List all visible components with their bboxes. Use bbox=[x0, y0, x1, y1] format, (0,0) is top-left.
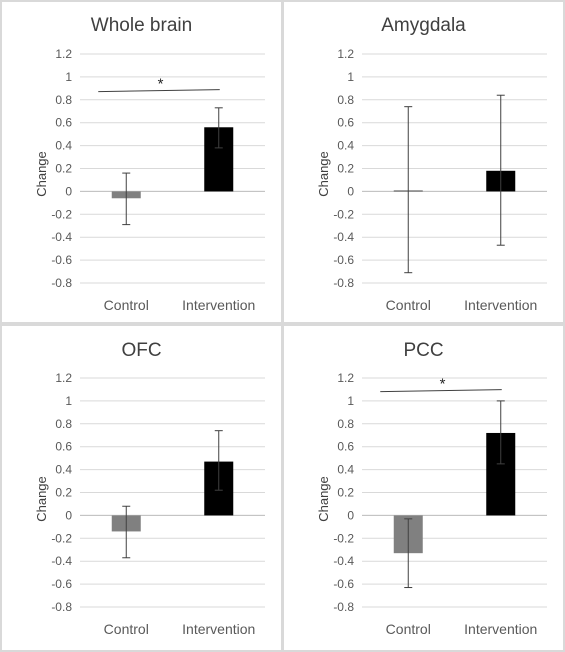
chart-pcc: -0.8 -0.6 -0.4 -0.2 0 0.2 0.4 0.6 0.8 1 1.2 Control… bbox=[333, 371, 547, 637]
y-tick-label: -0.8 bbox=[333, 276, 354, 290]
y-tick-label: -0.4 bbox=[333, 230, 354, 244]
y-tick-label: -0.4 bbox=[51, 230, 72, 244]
y-tick-label: -0.6 bbox=[333, 577, 354, 591]
y-tick-label: -0.8 bbox=[333, 600, 354, 614]
x-category-label: Intervention bbox=[464, 297, 537, 313]
x-category-label: Control bbox=[386, 621, 431, 637]
panel-title: Amygdala bbox=[381, 15, 466, 36]
y-tick-label: 0.8 bbox=[337, 93, 354, 107]
panel-amygdala: Amygdala Change -0.8 -0.6 -0.4 -0.2 0 0.2 0.4 0… bbox=[284, 2, 563, 322]
y-tick-label: -0.8 bbox=[51, 276, 72, 290]
panel-title: Whole brain bbox=[90, 15, 193, 36]
panel-title: OFC bbox=[121, 340, 162, 361]
panel-title: PCC bbox=[403, 340, 444, 361]
y-tick-label: 0.6 bbox=[337, 116, 354, 130]
y-tick-label: 1.2 bbox=[55, 371, 72, 385]
y-tick-label: -0.4 bbox=[333, 554, 354, 568]
y-tick-label: 0.4 bbox=[55, 463, 72, 477]
y-tick-label: 0 bbox=[65, 508, 72, 522]
y-tick-label: 0 bbox=[347, 184, 354, 198]
y-tick-label: 1 bbox=[347, 70, 354, 84]
y-tick-label: 0.8 bbox=[337, 417, 354, 431]
panel-whole-brain: Whole brain Change -0.8 -0.6 -0.4 -0.2 0 0.2 0… bbox=[2, 2, 281, 322]
y-tick-label: 0.8 bbox=[55, 93, 72, 107]
y-tick-label: 0.6 bbox=[55, 116, 72, 130]
y-tick-label: -0.2 bbox=[51, 207, 72, 221]
chart-whole-brain: -0.8 -0.6 -0.4 -0.2 0 0.2 0.4 0.6 0.8 1 1.2 Control… bbox=[51, 47, 265, 313]
y-tick-label: 0.6 bbox=[55, 440, 72, 454]
y-tick-label: 1.2 bbox=[337, 47, 354, 61]
y-tick-label: 0.8 bbox=[55, 417, 72, 431]
y-tick-label: 1 bbox=[65, 70, 72, 84]
x-category-label: Intervention bbox=[464, 621, 537, 637]
significance-asterisk: * bbox=[440, 376, 446, 393]
y-tick-label: -0.4 bbox=[51, 554, 72, 568]
x-category-label: Control bbox=[386, 297, 431, 313]
significance-line bbox=[98, 89, 220, 93]
y-tick-label: 0 bbox=[65, 184, 72, 198]
y-tick-label: 1 bbox=[347, 394, 354, 408]
significance-asterisk: * bbox=[158, 76, 164, 93]
y-tick-label: -0.2 bbox=[51, 531, 72, 545]
y-tick-label: 0.2 bbox=[337, 486, 354, 500]
y-tick-label: -0.6 bbox=[51, 253, 72, 267]
x-category-label: Control bbox=[104, 297, 149, 313]
chart-ofc: -0.8 -0.6 -0.4 -0.2 0 0.2 0.4 0.6 0.8 1 1.2 Control… bbox=[51, 371, 265, 637]
y-tick-label: 1.2 bbox=[337, 371, 354, 385]
y-tick-label: 0.2 bbox=[337, 162, 354, 176]
y-tick-label: 0.2 bbox=[55, 162, 72, 176]
y-tick-label: -0.6 bbox=[333, 253, 354, 267]
y-tick-label: 0.6 bbox=[337, 440, 354, 454]
x-category-label: Intervention bbox=[182, 297, 255, 313]
y-tick-label: -0.2 bbox=[333, 531, 354, 545]
x-category-label: Control bbox=[104, 621, 149, 637]
y-tick-label: -0.2 bbox=[333, 207, 354, 221]
y-tick-label: -0.6 bbox=[51, 577, 72, 591]
panel-ofc: OFC Change -0.8 -0.6 -0.4 -0.2 0 0.2 0.4 0.6 0.8… bbox=[2, 326, 281, 650]
y-tick-label: 0.4 bbox=[55, 139, 72, 153]
y-tick-label: 0 bbox=[347, 508, 354, 522]
y-tick-label: 1 bbox=[65, 394, 72, 408]
y-tick-label: 0.4 bbox=[337, 463, 354, 477]
y-tick-label: -0.8 bbox=[51, 600, 72, 614]
significance-line bbox=[380, 389, 502, 393]
panel-pcc: PCC Change -0.8 -0.6 -0.4 -0.2 0 0.2 0.4 0.6 0.8… bbox=[284, 326, 563, 650]
y-tick-label: 1.2 bbox=[55, 47, 72, 61]
x-category-label: Intervention bbox=[182, 621, 255, 637]
y-tick-label: 0.2 bbox=[55, 486, 72, 500]
y-tick-label: 0.4 bbox=[337, 139, 354, 153]
chart-amygdala: -0.8 -0.6 -0.4 -0.2 0 0.2 0.4 0.6 0.8 1 1.2 Control… bbox=[333, 47, 547, 313]
